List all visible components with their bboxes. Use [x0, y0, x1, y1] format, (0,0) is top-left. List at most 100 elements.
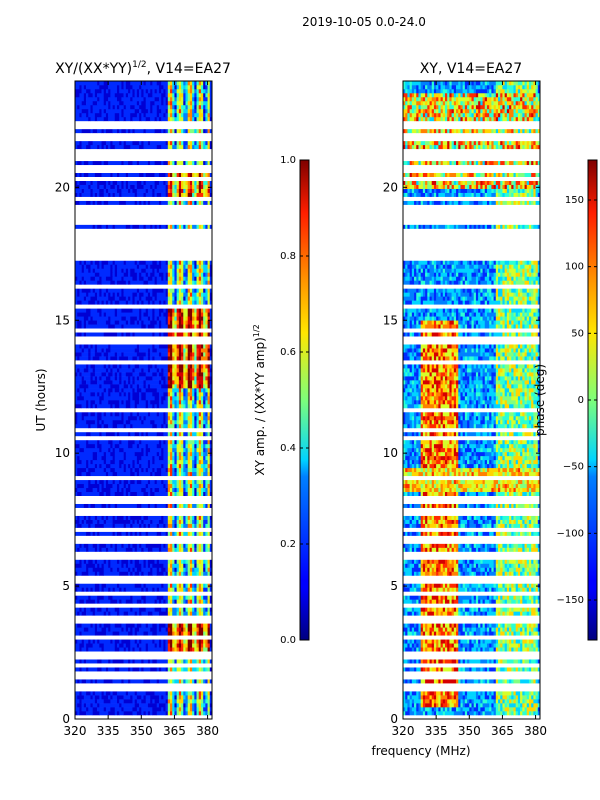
heatmap-cell-run — [196, 439, 200, 445]
heatmap-cell-run — [145, 623, 149, 628]
heatmap-cell-run — [119, 140, 122, 146]
heatmap-cell-run — [172, 563, 180, 568]
heatmap-cell-run — [498, 611, 501, 616]
heatmap-cell-run — [123, 160, 129, 166]
heatmap-cell-run — [154, 607, 162, 612]
heatmap-cell-run — [517, 643, 521, 648]
heatmap-cell-run — [174, 324, 177, 329]
heatmap-cell-run — [467, 611, 470, 616]
heatmap-cell-run — [207, 659, 211, 664]
heatmap-cell-run — [440, 595, 444, 600]
heatmap-cell-run — [101, 411, 105, 417]
panel1-ylabel: UT (hours) — [34, 368, 48, 431]
heatmap-cell-run — [86, 463, 89, 469]
heatmap-cell-run — [422, 691, 426, 696]
heatmap-cell-run — [196, 108, 200, 114]
heatmap-cell-run — [75, 368, 78, 373]
heatmap-cell-run — [198, 695, 202, 700]
heatmap-cell-run — [192, 515, 195, 520]
heatmap-cell-run — [83, 320, 87, 325]
heatmap-cell-run — [128, 415, 138, 421]
heatmap-cell-run — [165, 647, 169, 652]
heatmap-cell-run — [163, 180, 166, 185]
heatmap-cell-run — [121, 703, 135, 708]
heatmap-cell-run — [121, 292, 124, 297]
heatmap-cell-run — [444, 599, 450, 604]
heatmap-cell-run — [203, 108, 206, 114]
heatmap-cell-run — [203, 455, 206, 461]
heatmap-cell-run — [444, 659, 452, 664]
heatmap-cell-run — [524, 627, 528, 632]
heatmap-cell-run — [176, 116, 180, 122]
heatmap-cell-run — [194, 403, 197, 409]
heatmap-cell-run — [482, 607, 488, 612]
heatmap-cell-run — [183, 144, 186, 150]
heatmap-cell-run — [187, 531, 191, 536]
heatmap-cell-run — [170, 172, 173, 177]
heatmap-cell-run — [522, 667, 525, 672]
heatmap-cell-run — [196, 372, 200, 377]
heatmap-cell-run — [123, 108, 135, 114]
heatmap-cell-run — [174, 707, 177, 712]
heatmap-cell-run — [183, 384, 186, 389]
heatmap-cell-run — [90, 276, 96, 281]
heatmap-cell-run — [77, 332, 82, 337]
heatmap-cell-run — [167, 104, 171, 110]
heatmap-cell-run — [110, 320, 116, 325]
heatmap-cell-run — [75, 96, 85, 102]
heatmap-cell-run — [145, 531, 149, 536]
heatmap-cell-run — [75, 344, 80, 349]
heatmap-cell-run — [170, 639, 173, 644]
heatmap-cell-run — [121, 463, 124, 469]
heatmap-cell-run — [81, 144, 87, 150]
heatmap-cell-run — [200, 423, 204, 429]
heatmap-cell-run — [77, 459, 82, 465]
heatmap-cell-run — [429, 631, 433, 636]
heatmap-cell-run — [447, 643, 450, 648]
heatmap-cell-run — [200, 439, 204, 445]
heatmap-cell-run — [170, 288, 175, 293]
heatmap-cell-run — [194, 415, 197, 421]
heatmap-cell-run — [209, 300, 212, 305]
heatmap-cell-run — [99, 583, 102, 588]
heatmap-cell-run — [174, 691, 177, 696]
heatmap-cell-run — [132, 84, 140, 90]
heatmap-cell-run — [187, 491, 193, 496]
heatmap-cell-run — [433, 643, 437, 648]
heatmap-cell-run — [438, 595, 441, 600]
heatmap-cell-run — [480, 679, 483, 684]
heatmap-cell-run — [174, 711, 177, 716]
heatmap-cell-run — [130, 419, 142, 425]
heatmap-cell-run — [183, 84, 186, 90]
heatmap-cell-run — [103, 595, 109, 600]
heatmap-cell-run — [75, 679, 78, 684]
heatmap-cell-run — [163, 647, 166, 652]
heatmap-cell-run — [207, 599, 211, 604]
heatmap-cell-run — [154, 364, 158, 369]
heatmap-cell-run — [194, 647, 197, 652]
heatmap-cell-run — [97, 192, 100, 197]
heatmap-cell-run — [79, 611, 82, 616]
heatmap-cell-run — [444, 627, 448, 632]
heatmap-cell-run — [205, 583, 208, 588]
heatmap-cell-run — [422, 627, 426, 632]
heatmap-cell-run — [187, 567, 191, 572]
heatmap-cell-run — [99, 695, 102, 700]
heatmap-cell-run — [172, 184, 175, 189]
heatmap-cell-run — [528, 627, 532, 632]
heatmap-cell-run — [158, 96, 162, 102]
heatmap-cell-run — [209, 607, 212, 612]
heatmap-cell-run — [209, 128, 212, 134]
heatmap-cell-run — [174, 567, 177, 572]
heatmap-cell-run — [473, 711, 477, 716]
heatmap-cell-run — [183, 320, 186, 325]
heatmap-cell-run — [172, 659, 175, 664]
heatmap-cell-run — [467, 699, 470, 704]
heatmap-cell-run — [176, 491, 180, 496]
heatmap-cell-run — [170, 104, 173, 110]
heatmap-cell-run — [86, 459, 89, 465]
heatmap-cell-run — [194, 312, 197, 317]
heatmap-cell-run — [189, 419, 193, 425]
heatmap-cell-run — [509, 611, 514, 616]
heatmap-cell-run — [482, 703, 490, 708]
